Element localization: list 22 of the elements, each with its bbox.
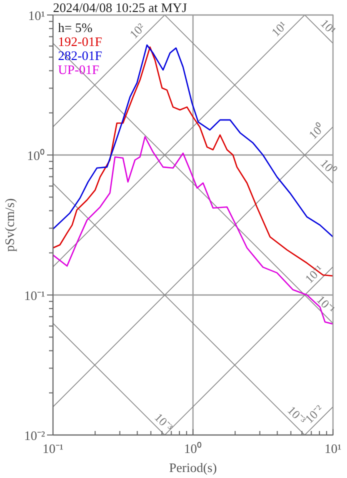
annotation: 10⁻¹ [314,292,338,317]
annotation: 10¹ [318,16,339,38]
text: 282-01F [58,48,102,63]
y-tick-label: 10⁰ [27,148,45,163]
x-tick-label: 10⁰ [184,441,202,456]
y-tick-label: 10⁻¹ [24,288,46,303]
text: 192-01F [58,34,102,49]
chart-title: 2024/04/08 10:25 at MYJ [53,0,187,15]
annotation: 10⁻³ [152,410,176,434]
text: UP-01F [58,62,100,77]
annotation: 10² [126,20,148,42]
x-axis-title: Period(s) [169,460,217,475]
y-tick-label: 10⁻² [24,428,46,443]
y-tick-label: 10¹ [28,8,46,23]
annotation: h= 5% [58,20,93,35]
annotation: 10⁻¹ [302,262,326,286]
x-tick-label: 10⁻¹ [42,441,64,456]
annotation: 10⁰ [306,120,328,142]
annotation: 10⁰ [318,156,339,178]
y-axis-title: pSv(cm/s) [2,198,17,252]
x-tick-label: 10¹ [324,441,342,456]
annotation: 10¹ [268,18,290,40]
